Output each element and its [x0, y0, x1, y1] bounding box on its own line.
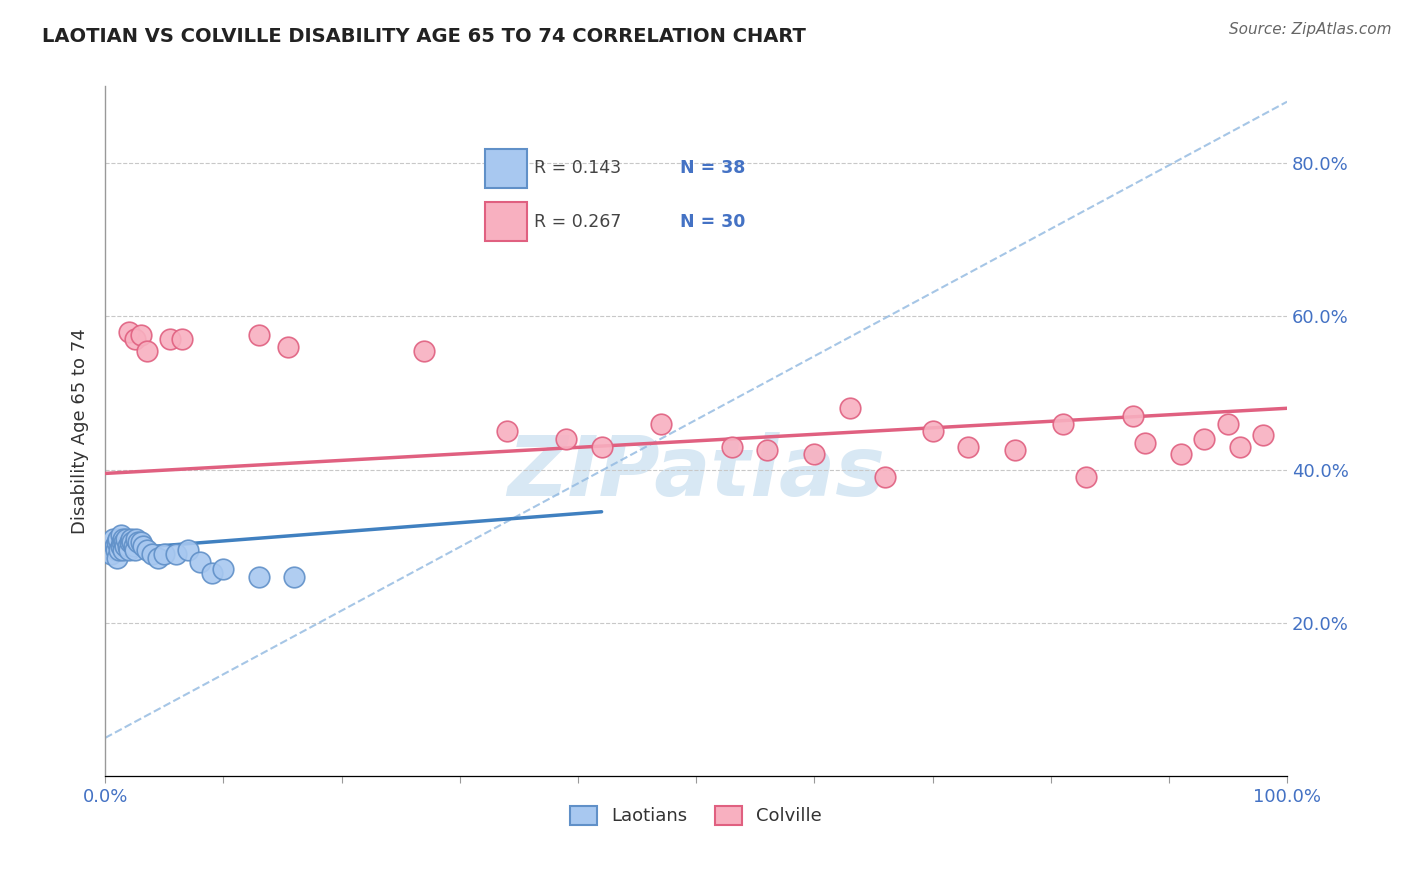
Point: [104, 539, 127, 553]
Point: [247, 328, 270, 343]
Point: [247, 570, 270, 584]
Point: [188, 555, 211, 569]
Point: [153, 547, 176, 561]
Point: [110, 539, 132, 553]
Point: [177, 543, 200, 558]
Point: [496, 424, 519, 438]
Point: [105, 535, 128, 549]
Point: [591, 440, 613, 454]
Point: [118, 535, 141, 549]
Point: [118, 543, 141, 558]
Point: [125, 532, 148, 546]
Point: [124, 543, 146, 558]
Point: [650, 417, 672, 431]
Point: [283, 570, 305, 584]
Point: [124, 332, 146, 346]
Point: [756, 443, 779, 458]
Point: [135, 543, 157, 558]
Point: [875, 470, 897, 484]
Point: [1076, 470, 1098, 484]
Legend: Laotians, Colville: Laotians, Colville: [562, 799, 830, 833]
Point: [121, 535, 143, 549]
Point: [720, 440, 742, 454]
Point: [108, 543, 131, 558]
Point: [555, 432, 578, 446]
Point: [1216, 417, 1239, 431]
Point: [1253, 428, 1275, 442]
Point: [277, 340, 299, 354]
Point: [956, 440, 979, 454]
Point: [103, 532, 125, 546]
Point: [921, 424, 943, 438]
Point: [1194, 432, 1216, 446]
Point: [115, 532, 138, 546]
Point: [148, 550, 170, 565]
Point: [112, 535, 135, 549]
Point: [1122, 409, 1144, 423]
Point: [413, 343, 436, 358]
Point: [200, 566, 222, 580]
Point: [111, 532, 134, 546]
Point: [104, 543, 127, 558]
Point: [105, 550, 128, 565]
Point: [114, 539, 136, 553]
Point: [170, 332, 193, 346]
Point: [135, 343, 157, 358]
Point: [132, 539, 155, 553]
Text: ZIPatlas: ZIPatlas: [508, 432, 886, 513]
Point: [117, 539, 139, 553]
Point: [165, 547, 187, 561]
Point: [122, 539, 145, 553]
Point: [129, 535, 152, 549]
Point: [100, 547, 122, 561]
Point: [838, 401, 860, 416]
Point: [1229, 440, 1251, 454]
Point: [1052, 417, 1074, 431]
Text: LAOTIAN VS COLVILLE DISABILITY AGE 65 TO 74 CORRELATION CHART: LAOTIAN VS COLVILLE DISABILITY AGE 65 TO…: [42, 27, 806, 45]
Point: [107, 532, 129, 546]
Point: [803, 447, 825, 461]
Point: [159, 332, 181, 346]
Point: [127, 535, 149, 549]
Point: [1004, 443, 1026, 458]
Point: [110, 527, 132, 541]
Point: [1135, 435, 1157, 450]
Point: [129, 328, 152, 343]
Y-axis label: Disability Age 65 to 74: Disability Age 65 to 74: [72, 328, 89, 534]
Point: [141, 547, 163, 561]
Text: Source: ZipAtlas.com: Source: ZipAtlas.com: [1229, 22, 1392, 37]
Point: [111, 535, 134, 549]
Point: [212, 562, 235, 576]
Point: [118, 325, 141, 339]
Point: [1170, 447, 1192, 461]
Point: [111, 543, 134, 558]
Point: [120, 532, 142, 546]
